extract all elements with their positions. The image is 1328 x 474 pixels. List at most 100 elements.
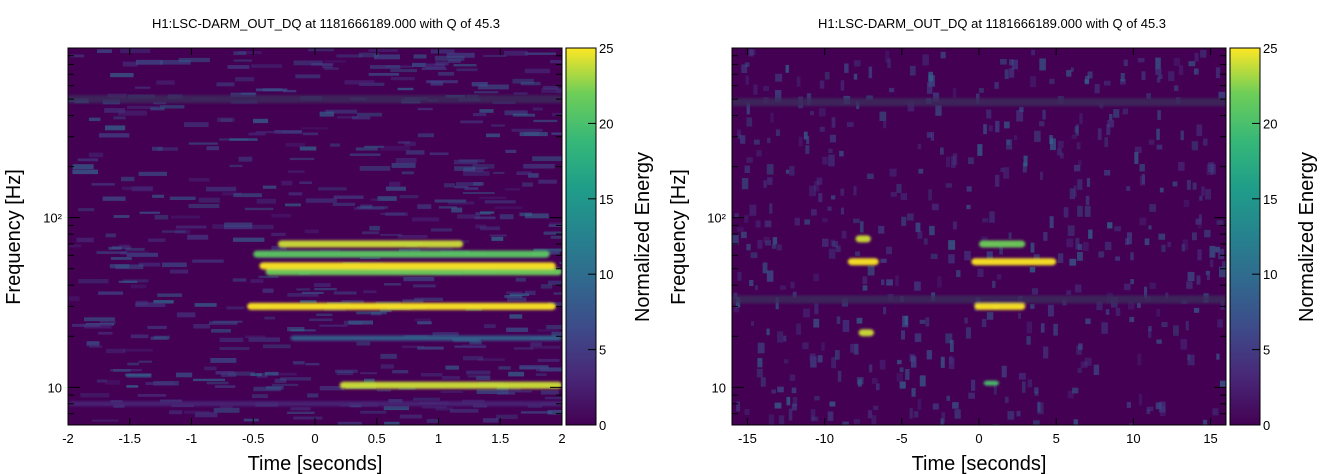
noise-speck [981,318,987,328]
noise-speck [529,345,561,349]
noise-speck [474,216,496,220]
noise-speck [474,91,499,94]
noise-speck [937,276,942,288]
noise-speck [271,213,291,218]
noise-speck [152,146,163,151]
noise-speck [263,344,291,349]
noise-speck [1187,354,1195,366]
noise-speck [301,291,324,294]
noise-speck [941,412,946,424]
noise-speck [737,129,742,140]
noise-speck [1146,93,1151,99]
noise-speck [213,407,240,413]
x-tick-label: -5 [896,431,908,446]
noise-speck [255,88,288,92]
noise-speck [417,346,444,350]
noise-speck [1067,390,1074,399]
noise-speck [762,262,768,274]
noise-speck [535,373,547,376]
noise-speck [551,132,562,135]
noise-speck [88,117,101,121]
noise-speck [383,283,401,286]
noise-speck [551,331,562,337]
noise-speck [1120,73,1125,82]
noise-speck [401,171,414,175]
noise-speck [1148,139,1155,145]
noise-speck [222,192,242,196]
noise-speck [235,77,255,82]
colorbar-gradient [565,47,597,426]
noise-speck [385,212,408,216]
noise-speck [250,279,264,283]
noise-speck [764,220,772,228]
noise-speck [547,409,562,415]
noise-speck [287,293,319,297]
noise-speck [1215,67,1221,79]
noise-speck [515,277,526,282]
noise-speck [1077,179,1083,190]
noise-speck [256,372,268,378]
noise-speck [546,325,562,330]
noise-speck [229,138,258,141]
noise-speck [889,168,897,177]
noise-speck [1155,402,1162,410]
noise-speck [447,201,475,205]
noise-speck [837,370,842,382]
noise-speck [1192,182,1197,190]
noise-speck [68,296,80,301]
noise-speck [836,316,841,324]
noise-speck [1016,110,1024,122]
noise-speck [377,196,397,201]
noise-speck [1104,170,1111,176]
noise-speck [992,424,999,425]
noise-speck [438,72,455,76]
noise-speck [846,122,854,127]
noise-speck [544,251,560,255]
noise-speck [429,152,449,156]
noise-speck [1018,373,1026,380]
noise-speck [89,345,103,348]
noise-speck [769,203,773,214]
noise-speck [301,127,328,130]
noise-speck [763,180,767,188]
colorbar: 0 5 10 15 20 25 [1229,41,1277,433]
noise-speck [840,80,845,91]
noise-speck [741,178,749,190]
noise-speck [434,199,467,203]
noise-speck [964,251,971,261]
noise-speck [536,367,561,372]
noise-speck [390,69,417,73]
noise-speck [855,251,861,256]
noise-speck [125,373,152,377]
noise-speck [376,389,391,392]
noise-speck [952,87,957,98]
noise-speck [336,370,353,376]
noise-speck [1013,135,1018,141]
noise-speck [811,416,819,422]
noise-speck [822,238,829,247]
noise-speck [777,331,784,343]
noise-speck [1031,49,1035,56]
noise-speck [380,353,397,359]
noise-speck [161,230,186,233]
noise-speck [945,183,952,188]
noise-speck [904,316,908,326]
energy-feature-blob-10hz [983,380,999,386]
noise-speck [296,288,311,291]
noise-speck [866,95,873,100]
noise-speck [380,364,394,369]
noise-speck [289,157,315,161]
noise-speck [449,408,479,413]
noise-speck [1009,68,1015,78]
noise-speck [413,397,440,401]
noise-speck [1119,79,1126,85]
noise-speck [1098,251,1105,258]
noise-speck [506,327,529,332]
noise-speck [157,293,183,297]
noise-speck [835,245,841,252]
noise-speck [830,239,836,247]
noise-speck [384,421,400,425]
noise-speck [1139,217,1147,226]
noise-speck [966,204,971,210]
